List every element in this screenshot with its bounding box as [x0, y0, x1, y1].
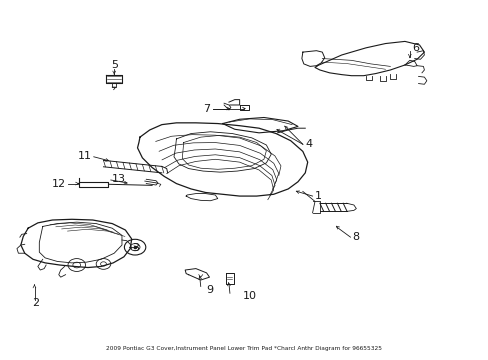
Text: 12: 12 [51, 179, 65, 189]
Text: 7: 7 [203, 104, 210, 113]
Text: 5: 5 [110, 60, 118, 70]
Text: 13: 13 [112, 174, 126, 184]
Text: 11: 11 [77, 151, 91, 161]
Text: 4: 4 [305, 139, 312, 149]
Text: 9: 9 [205, 285, 213, 295]
Text: 10: 10 [242, 291, 256, 301]
Text: 1: 1 [314, 191, 321, 201]
Text: 2009 Pontiac G3 Cover,Instrument Panel Lower Trim Pad *Charcl Anthr Diagram for : 2009 Pontiac G3 Cover,Instrument Panel L… [106, 346, 382, 351]
Text: 3: 3 [131, 243, 139, 253]
Text: 6: 6 [411, 43, 418, 53]
Text: 8: 8 [352, 232, 359, 242]
Text: 2: 2 [32, 298, 39, 308]
